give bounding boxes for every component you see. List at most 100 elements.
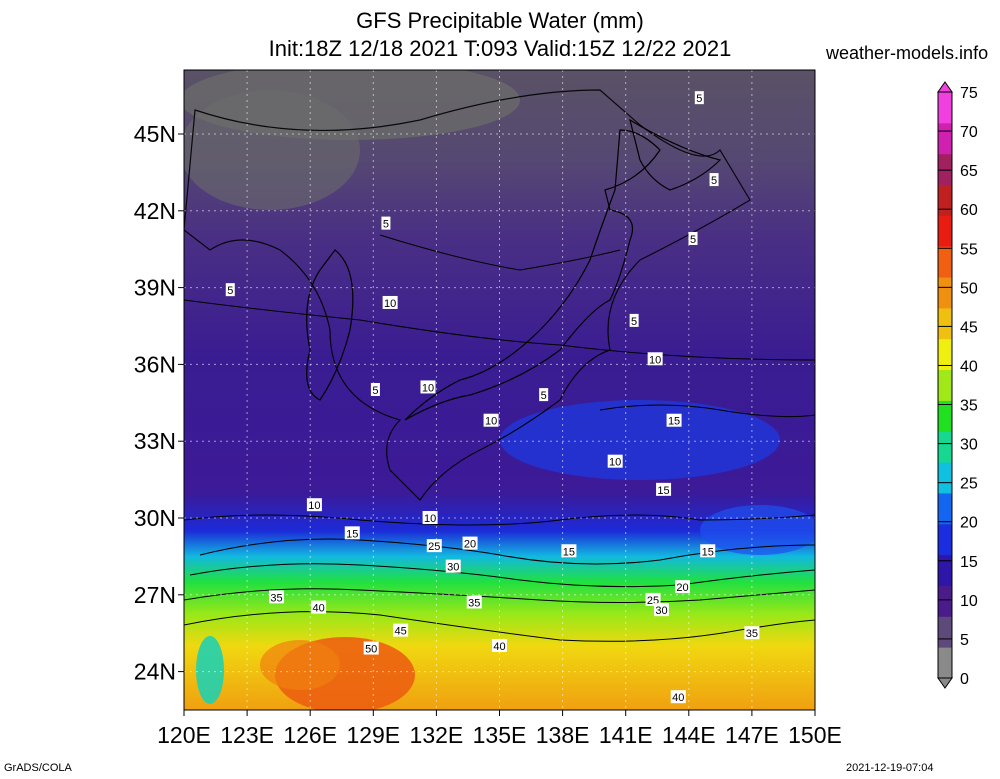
contour-label-bg [370, 383, 380, 396]
contour-label-bg [666, 413, 682, 427]
contour-label-bg [483, 413, 499, 427]
contour-label: 10 [424, 513, 436, 525]
colorbar-segment [938, 122, 952, 155]
colorbar-segment [938, 153, 952, 186]
colorbar-segment [938, 184, 952, 216]
x-tick-label: 123E [220, 722, 274, 748]
contour-label: 15 [702, 546, 714, 558]
colorbar-segment [938, 338, 952, 371]
contour-label: 10 [649, 354, 661, 366]
contour-label-bg [363, 641, 379, 655]
x-tick-label: 126E [283, 722, 337, 748]
colorbar-label: 20 [960, 515, 978, 532]
contour-label: 20 [464, 539, 476, 551]
colorbar-label: 65 [960, 163, 978, 180]
colorbar-segment [938, 307, 952, 340]
contour-label: 30 [655, 605, 667, 617]
colorbar-segment [938, 246, 952, 278]
colorbar-label: 15 [960, 554, 978, 571]
y-tick-label: 24N [134, 659, 176, 685]
colorbar-segment [938, 400, 952, 432]
y-tick-label: 39N [134, 275, 176, 301]
y-tick-label: 27N [134, 582, 176, 608]
contour-label: 35 [746, 628, 758, 640]
contour-label-bg [422, 511, 438, 524]
contour-label-bg [462, 536, 478, 550]
contour-label-bg [344, 526, 360, 540]
x-tick-label: 129E [346, 722, 400, 748]
contour-label: 5 [227, 285, 233, 297]
contour-label-bg [382, 295, 398, 309]
contour-label: 15 [668, 416, 680, 428]
contour-label: 15 [563, 546, 575, 558]
contour-label: 5 [383, 219, 389, 231]
contour-label: 40 [672, 692, 684, 704]
contour-label-bg [694, 91, 704, 105]
y-tick-label: 33N [134, 428, 176, 454]
colorbar: 0 5 10 15 20 25 30 35 40 45 50 55 60 65 70 75 [937, 81, 978, 689]
contour-label-bg [561, 544, 577, 558]
colorbar-label: 70 [960, 124, 978, 141]
contour-label-bg [393, 623, 409, 637]
contour-label-bg [674, 580, 690, 594]
contour-label-bg [306, 498, 322, 512]
y-axis: 24N 27N 30N 33N 36N 39N 42N 45N [134, 121, 184, 685]
contour-label-bg [445, 559, 461, 573]
contour-label-bg [744, 626, 760, 640]
colorbar-segment [938, 369, 952, 401]
contour-label-bg [656, 482, 672, 496]
colorbar-segment [938, 277, 952, 309]
colorbar-segment [938, 92, 952, 124]
colorbar-label: 0 [960, 671, 969, 688]
colorbar-label: 10 [960, 593, 978, 610]
x-tick-label: 138E [536, 722, 590, 748]
colorbar-label: 40 [960, 358, 978, 375]
contour-label-bg [645, 592, 661, 606]
colorbar-label: 5 [960, 632, 969, 649]
contour-label: 10 [422, 382, 434, 394]
contour-label: 5 [372, 385, 378, 397]
colorbar-segment [938, 492, 952, 525]
contour-label: 5 [696, 93, 702, 105]
colorbar-label: 45 [960, 319, 978, 336]
contour-label: 5 [631, 316, 637, 328]
contour-label: 5 [541, 390, 547, 402]
x-axis: 120E 123E 126E 129E 132E 135E 138E 141E 144E 147E… [157, 710, 842, 748]
contour-label-bg [420, 380, 436, 394]
contour-label: 10 [308, 500, 320, 512]
contour-label: 50 [365, 644, 377, 656]
contour-label: 15 [346, 528, 358, 540]
y-tick-label: 30N [134, 505, 176, 531]
contour-label: 10 [384, 298, 396, 310]
x-tick-label: 150E [788, 722, 842, 748]
contour-label: 5 [690, 234, 696, 246]
contour-label: 30 [447, 562, 459, 574]
contour-label-bg [492, 639, 507, 652]
y-tick-label: 36N [134, 351, 176, 377]
colorbar-label: 35 [960, 398, 978, 415]
contour-label: 10 [485, 416, 497, 428]
colorbar-label: 25 [960, 476, 978, 493]
contour-label-bg [607, 454, 623, 468]
chart-title: GFS Precipitable Water (mm) [356, 8, 644, 33]
y-tick-label: 45N [134, 121, 176, 147]
contour-label: 35 [468, 597, 480, 609]
colorbar-label: 75 [960, 85, 978, 102]
contour-label-bg [269, 590, 285, 604]
contour-label: 45 [395, 626, 407, 638]
colorbar-segment [938, 523, 952, 556]
colorbar-min-arrow [937, 677, 953, 689]
colorbar-label: 50 [960, 280, 978, 297]
x-tick-label: 120E [157, 722, 211, 748]
contour-label: 35 [270, 592, 282, 604]
contour-label-bg [311, 600, 327, 614]
contour-label: 40 [493, 641, 505, 653]
x-tick-label: 144E [662, 722, 716, 748]
colorbar-segment [938, 585, 952, 617]
x-tick-label: 132E [410, 722, 464, 748]
contour-label-bg [647, 352, 663, 366]
footer-credit: GrADS/COLA [4, 762, 72, 774]
y-tick-label: 42N [134, 198, 176, 224]
contour-label: 15 [657, 485, 669, 497]
